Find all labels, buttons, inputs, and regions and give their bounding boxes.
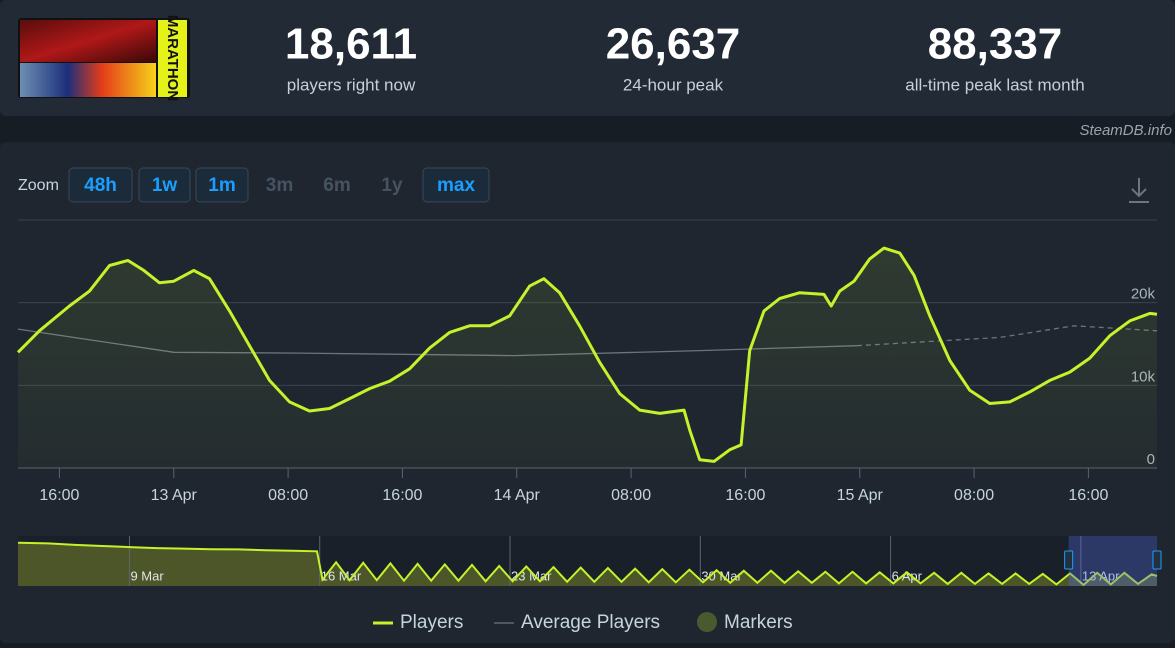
zoom-button-label: 6m (323, 175, 350, 196)
game-title: MARATHON (164, 15, 181, 101)
zoom-button[interactable]: 48h (68, 167, 133, 203)
x-tick-label: 13 Apr (151, 487, 198, 504)
x-tick-label: 08:00 (611, 487, 651, 504)
thumb-logo (158, 20, 187, 97)
legend-label[interactable]: Markers (724, 612, 793, 633)
navigator-tick-label: 16 Mar (321, 568, 362, 583)
stat-value: 26,637 (606, 20, 741, 69)
x-tick-label: 16:00 (1068, 487, 1108, 504)
x-tick-label: 15 Apr (837, 487, 884, 504)
navigator-handle[interactable] (1064, 550, 1074, 570)
navigator-line (17, 541, 1158, 587)
icon-part (1131, 188, 1147, 198)
legend: Players Average Players Markers (373, 612, 793, 633)
zoom-button-bg (422, 167, 490, 203)
legend-swatch (697, 612, 717, 632)
series-line (856, 325, 1158, 347)
stat-label: players right now (287, 75, 416, 94)
navigator-selection (1068, 536, 1157, 586)
zoom-button: 1y (381, 175, 403, 196)
x-tick-label: 08:00 (954, 487, 994, 504)
zoom-button-label: 1m (208, 175, 235, 196)
download-icon[interactable] (1129, 178, 1149, 203)
zoom-button-bg (138, 167, 191, 203)
x-tick-label: 08:00 (268, 487, 308, 504)
x-tick-label: 16:00 (725, 487, 765, 504)
zoom-button-label: 1y (381, 175, 403, 196)
stat-value: 88,337 (928, 20, 1063, 69)
zoom-button[interactable]: 1w (138, 167, 191, 203)
stat-label: all-time peak last month (905, 75, 1085, 94)
stat-label: 24-hour peak (623, 75, 724, 94)
legend-label[interactable]: Players (400, 612, 463, 633)
series-area (18, 248, 1157, 468)
zoom-button-label: 3m (266, 175, 293, 196)
navigator-area (18, 542, 1157, 586)
zoom-button-label: max (437, 175, 475, 196)
thumb-art (20, 63, 156, 97)
zoom-button-bg (68, 167, 133, 203)
x-tick-label: 14 Apr (494, 487, 541, 504)
zoom-button[interactable]: max (422, 167, 490, 203)
game-thumbnail: MARATHON (18, 15, 190, 101)
x-tick-label: 16:00 (382, 487, 422, 504)
series-line (16, 246, 1158, 463)
stat-value: 18,611 (285, 20, 417, 69)
zoom-button-label: 1w (152, 175, 178, 196)
x-tick-label: 16:00 (39, 487, 79, 504)
zoom-button-label: 48h (84, 175, 117, 196)
zoom-label: Zoom (18, 177, 59, 194)
zoom-button: 6m (323, 175, 350, 196)
header-panel (0, 0, 1175, 116)
y-tick-label: 20k (1131, 286, 1156, 303)
source: SteamDB.info (1079, 122, 1172, 139)
thumb-art (20, 20, 156, 62)
legend-label[interactable]: Average Players (521, 612, 660, 633)
navigator-handle[interactable] (1152, 550, 1162, 570)
zoom-button: 3m (266, 175, 293, 196)
zoom-button-bg (195, 167, 249, 203)
navigator-tick-label: 9 Mar (130, 568, 164, 583)
zoom-button[interactable]: 1m (195, 167, 249, 203)
